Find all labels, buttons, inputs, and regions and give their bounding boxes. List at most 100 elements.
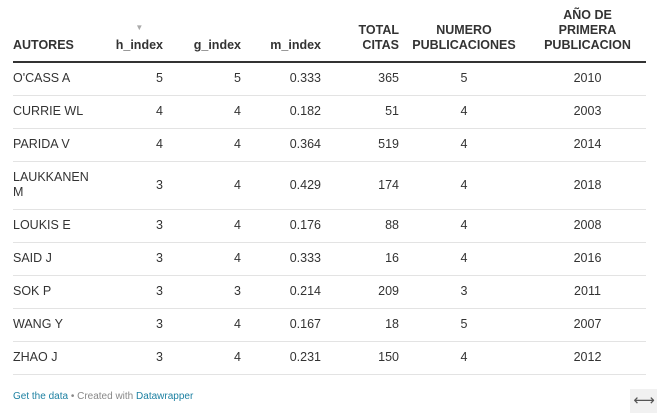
cell-anio: 2016 (529, 242, 646, 276)
header-h-index-label: h_index (115, 38, 163, 52)
cell-g-index: 4 (163, 128, 241, 162)
table-row: PARIDA V 4 4 0.364 519 4 2014 (13, 128, 646, 162)
cell-h-index: 4 (105, 95, 163, 129)
header-numero-publicaciones[interactable]: NUMERO PUBLICACIONES (399, 8, 529, 63)
cell-numero-publicaciones: 4 (399, 242, 529, 276)
header-numero-line2: PUBLICACIONES (412, 38, 516, 52)
h-index-sort-wrap: ▼ h_index (115, 24, 163, 53)
header-g-index-label: g_index (193, 38, 241, 52)
table-row: LOUKIS E 3 4 0.176 88 4 2008 (13, 209, 646, 243)
cell-total-citas: 16 (321, 242, 399, 276)
cell-autor: CURRIE WL (13, 95, 105, 129)
header-numero-line1: NUMERO (436, 23, 492, 37)
table-row: WANG Y 3 4 0.167 18 5 2007 (13, 308, 646, 342)
cell-m-index: 0.429 (241, 161, 321, 210)
cell-autor: SAID J (13, 242, 105, 276)
cell-anio: 2012 (529, 341, 646, 375)
cell-anio: 2010 (529, 62, 646, 96)
cell-autor: LAUKKANEN M (13, 161, 105, 210)
cell-total-citas: 209 (321, 275, 399, 309)
header-autores-label: AUTORES (13, 38, 74, 52)
cell-h-index: 3 (105, 242, 163, 276)
cell-total-citas: 88 (321, 209, 399, 243)
cell-numero-publicaciones: 5 (399, 308, 529, 342)
sort-descending-icon: ▼ (135, 23, 144, 32)
footer-attribution: Get the data • Created with Datawrapper (13, 391, 193, 402)
cell-h-index: 3 (105, 209, 163, 243)
cell-autor: SOK P (13, 275, 105, 309)
cell-numero-publicaciones: 5 (399, 62, 529, 96)
table-row: SAID J 3 4 0.333 16 4 2016 (13, 242, 646, 276)
cell-g-index: 4 (163, 209, 241, 243)
cell-autor: ZHAO J (13, 341, 105, 375)
expand-width-icon[interactable]: ⟷ (630, 389, 657, 413)
cell-g-index: 3 (163, 275, 241, 309)
header-anio-line1: AÑO DE (563, 8, 612, 22)
cell-total-citas: 174 (321, 161, 399, 210)
cell-g-index: 4 (163, 341, 241, 375)
cell-numero-publicaciones: 4 (399, 341, 529, 375)
cell-numero-publicaciones: 4 (399, 161, 529, 210)
header-h-index[interactable]: ▼ h_index (105, 8, 163, 63)
header-total-citas[interactable]: TOTAL CITAS (321, 8, 399, 63)
cell-h-index: 3 (105, 341, 163, 375)
cell-g-index: 4 (163, 161, 241, 210)
header-row: AUTORES ▼ h_index g_index m_index TOTAL C… (13, 8, 646, 63)
datawrapper-link[interactable]: Datawrapper (136, 391, 194, 402)
cell-m-index: 0.214 (241, 275, 321, 309)
cell-h-index: 3 (105, 308, 163, 342)
cell-anio: 2003 (529, 95, 646, 129)
header-m-index-label: m_index (270, 38, 321, 52)
cell-anio: 2011 (529, 275, 646, 309)
cell-anio: 2018 (529, 161, 646, 210)
cell-numero-publicaciones: 4 (399, 128, 529, 162)
cell-total-citas: 365 (321, 62, 399, 96)
cell-numero-publicaciones: 3 (399, 275, 529, 309)
cell-total-citas: 51 (321, 95, 399, 129)
cell-m-index: 0.176 (241, 209, 321, 243)
cell-g-index: 4 (163, 242, 241, 276)
cell-anio: 2007 (529, 308, 646, 342)
cell-numero-publicaciones: 4 (399, 95, 529, 129)
cell-m-index: 0.333 (241, 62, 321, 96)
footer-separator-text: • Created with (68, 391, 137, 402)
get-the-data-link[interactable]: Get the data (13, 391, 69, 402)
table-row: SOK P 3 3 0.214 209 3 2011 (13, 275, 646, 309)
cell-anio: 2008 (529, 209, 646, 243)
cell-g-index: 4 (163, 308, 241, 342)
cell-m-index: 0.333 (241, 242, 321, 276)
header-m-index[interactable]: m_index (241, 8, 321, 63)
cell-h-index: 5 (105, 62, 163, 96)
cell-h-index: 3 (105, 275, 163, 309)
cell-total-citas: 18 (321, 308, 399, 342)
cell-total-citas: 519 (321, 128, 399, 162)
header-total-citas-line2: CITAS (362, 38, 399, 52)
header-anio-line2: PRIMERA (558, 23, 617, 37)
header-autores[interactable]: AUTORES (13, 8, 105, 63)
cell-numero-publicaciones: 4 (399, 209, 529, 243)
cell-autor: PARIDA V (13, 128, 105, 162)
authors-table: AUTORES ▼ h_index g_index m_index TOTAL C… (13, 8, 646, 375)
table-row: ZHAO J 3 4 0.231 150 4 2012 (13, 341, 646, 375)
cell-m-index: 0.167 (241, 308, 321, 342)
cell-g-index: 5 (163, 62, 241, 96)
table-row: O'CASS A 5 5 0.333 365 5 2010 (13, 62, 646, 96)
table-row: CURRIE WL 4 4 0.182 51 4 2003 (13, 95, 646, 129)
cell-m-index: 0.231 (241, 341, 321, 375)
cell-h-index: 3 (105, 161, 163, 210)
cell-m-index: 0.182 (241, 95, 321, 129)
header-g-index[interactable]: g_index (163, 8, 241, 63)
cell-g-index: 4 (163, 95, 241, 129)
cell-autor: O'CASS A (13, 62, 105, 96)
cell-h-index: 4 (105, 128, 163, 162)
cell-m-index: 0.364 (241, 128, 321, 162)
cell-autor: LOUKIS E (13, 209, 105, 243)
table-row: LAUKKANEN M 3 4 0.429 174 4 2018 (13, 161, 646, 210)
cell-total-citas: 150 (321, 341, 399, 375)
cell-anio: 2014 (529, 128, 646, 162)
cell-autor: WANG Y (13, 308, 105, 342)
header-anio-primera-publicacion[interactable]: AÑO DE PRIMERA PUBLICACION (529, 8, 646, 63)
header-anio-line3: PUBLICACION (544, 38, 631, 52)
header-total-citas-line1: TOTAL (358, 23, 399, 37)
